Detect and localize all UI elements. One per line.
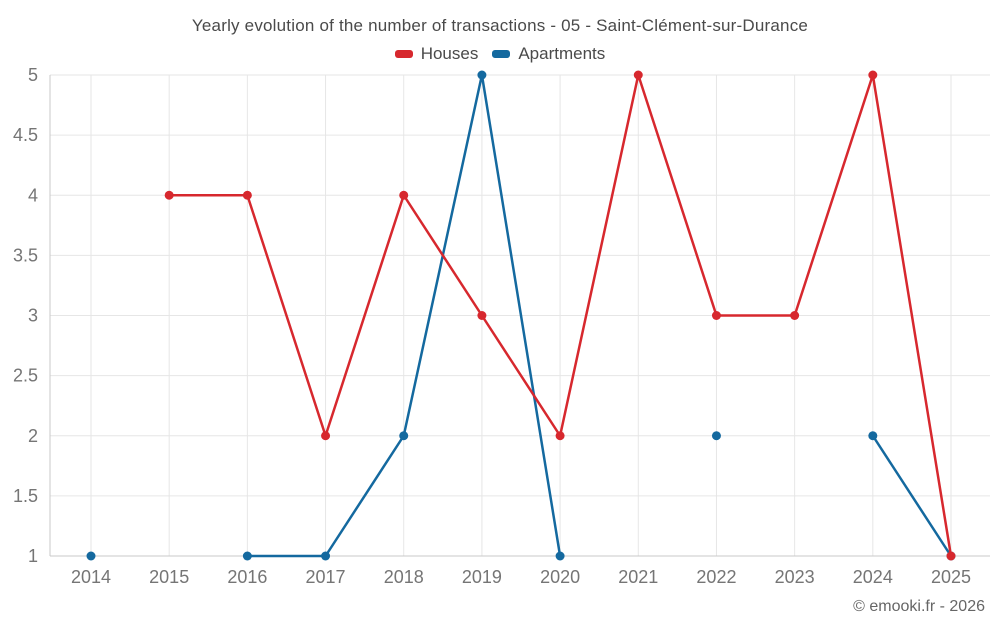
chart-legend: Houses Apartments (0, 44, 1000, 64)
data-point-apartments-2016[interactable] (242, 551, 252, 561)
x-tick-label: 2024 (853, 567, 893, 587)
x-tick-label: 2014 (71, 567, 111, 587)
x-tick-label: 2021 (618, 567, 658, 587)
y-tick-label: 2.5 (13, 366, 38, 386)
x-tick-label: 2025 (931, 567, 971, 587)
x-tick-label: 2019 (462, 567, 502, 587)
x-tick-label: 2016 (227, 567, 267, 587)
legend-label-houses: Houses (420, 44, 479, 63)
houses-series-swatch-icon (394, 50, 413, 58)
credit-link[interactable]: © emooki.fr - 2026 (853, 598, 985, 615)
legend-label-apartments: Apartments (518, 44, 606, 63)
data-point-houses-2020[interactable] (555, 431, 565, 441)
data-point-houses-2025[interactable] (946, 551, 956, 561)
data-point-houses-2018[interactable] (399, 190, 409, 200)
data-point-apartments-2014[interactable] (86, 551, 96, 561)
y-tick-label: 4 (28, 185, 38, 205)
x-tick-label: 2018 (384, 567, 424, 587)
y-tick-label: 3 (28, 306, 38, 326)
legend-item-apartments[interactable]: Apartments (492, 44, 605, 64)
x-tick-label: 2017 (306, 567, 346, 587)
chart-title: Yearly evolution of the number of transa… (191, 16, 809, 35)
data-point-houses-2023[interactable] (790, 311, 800, 320)
x-tick-label: 2023 (775, 567, 815, 587)
data-point-houses-2024[interactable] (868, 70, 878, 80)
data-point-houses-2021[interactable] (633, 70, 643, 80)
data-point-houses-2015[interactable] (164, 190, 174, 200)
x-tick-label: 2020 (540, 567, 580, 587)
y-tick-label: 4.5 (13, 125, 38, 145)
y-tick-label: 2 (28, 426, 38, 446)
apartments-series-line (871, 434, 953, 558)
data-point-apartments-2018[interactable] (399, 431, 409, 441)
data-point-houses-2019[interactable] (477, 311, 487, 320)
data-point-houses-2017[interactable] (321, 431, 331, 441)
x-tick-label: 2015 (149, 567, 189, 587)
y-tick-label: 1 (28, 546, 38, 566)
data-point-apartments-2024[interactable] (868, 431, 878, 441)
data-point-apartments-2019[interactable] (477, 70, 487, 80)
legend-item-houses[interactable]: Houses (394, 44, 479, 64)
y-tick-label: 3.5 (13, 245, 38, 265)
data-point-houses-2022[interactable] (711, 311, 721, 320)
data-point-apartments-2017[interactable] (321, 551, 331, 561)
apartments-series-swatch-icon (492, 50, 511, 58)
data-point-apartments-2020[interactable] (555, 551, 565, 561)
x-tick-label: 2022 (696, 567, 736, 587)
y-tick-label: 5 (28, 65, 38, 85)
data-point-houses-2016[interactable] (242, 190, 252, 200)
y-tick-label: 1.5 (13, 486, 38, 506)
data-point-apartments-2022[interactable] (711, 431, 721, 441)
